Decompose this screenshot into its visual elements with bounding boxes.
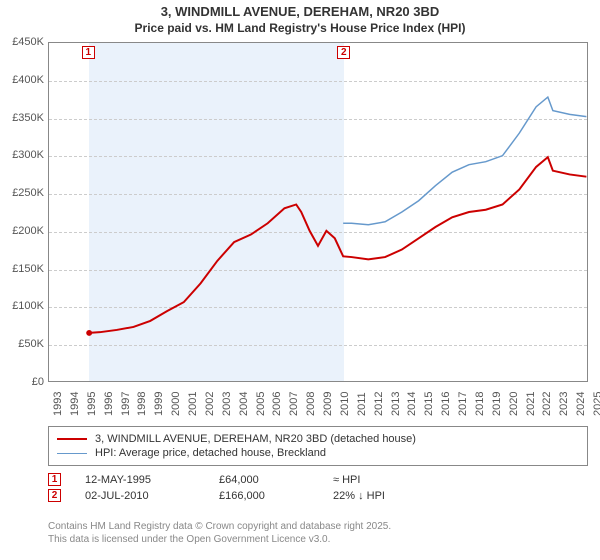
footer-line-1: Contains HM Land Registry data © Crown c… [48, 520, 391, 533]
x-tick-label: 2018 [474, 392, 486, 416]
footer: Contains HM Land Registry data © Crown c… [48, 520, 391, 546]
sales-table: 1 12-MAY-1995 £64,000 ≈ HPI 2 02-JUL-201… [48, 470, 423, 505]
title-line-2: Price paid vs. HM Land Registry's House … [0, 21, 600, 35]
x-tick-label: 1996 [103, 392, 115, 416]
title-block: 3, WINDMILL AVENUE, DEREHAM, NR20 3BD Pr… [0, 0, 600, 35]
y-tick-label: £250K [12, 187, 44, 199]
x-tick-label: 1994 [69, 392, 81, 416]
legend-label: HPI: Average price, detached house, Brec… [95, 447, 326, 459]
sale-marker-icon: 1 [48, 473, 61, 486]
sale-marker: 2 [337, 46, 350, 59]
sales-row: 2 02-JUL-2010 £166,000 22% ↓ HPI [48, 489, 423, 502]
legend-item: HPI: Average price, detached house, Brec… [57, 447, 579, 459]
x-tick-label: 2003 [221, 392, 233, 416]
y-tick-label: £100K [12, 300, 44, 312]
plot-area: 12 [48, 42, 588, 382]
title-line-1: 3, WINDMILL AVENUE, DEREHAM, NR20 3BD [0, 4, 600, 19]
y-tick-label: £300K [12, 149, 44, 161]
y-tick-label: £50K [18, 338, 44, 350]
sale-delta: 22% ↓ HPI [333, 490, 423, 502]
sale-marker-icon: 2 [48, 489, 61, 502]
x-tick-label: 2021 [525, 392, 537, 416]
sale-date: 02-JUL-2010 [85, 490, 195, 502]
sale-date: 12-MAY-1995 [85, 474, 195, 486]
x-tick-label: 2023 [558, 392, 570, 416]
x-tick-label: 2017 [457, 392, 469, 416]
x-tick-label: 1993 [52, 392, 64, 416]
x-tick-label: 2002 [204, 392, 216, 416]
legend-label: 3, WINDMILL AVENUE, DEREHAM, NR20 3BD (d… [95, 433, 416, 445]
y-tick-label: £400K [12, 74, 44, 86]
x-tick-label: 2007 [288, 392, 300, 416]
legend-swatch [57, 453, 87, 454]
x-tick-label: 2022 [541, 392, 553, 416]
chart-container: 3, WINDMILL AVENUE, DEREHAM, NR20 3BD Pr… [0, 0, 600, 560]
x-tick-label: 2015 [423, 392, 435, 416]
plot-svg [49, 43, 587, 381]
y-tick-label: £150K [12, 263, 44, 275]
x-tick-label: 2010 [339, 392, 351, 416]
x-tick-label: 2013 [390, 392, 402, 416]
y-tick-label: £0 [32, 376, 44, 388]
y-tick-label: £450K [12, 36, 44, 48]
start-dot [86, 330, 92, 336]
series-price_paid [89, 157, 586, 333]
x-tick-label: 2016 [440, 392, 452, 416]
x-tick-label: 2025 [592, 392, 600, 416]
sale-price: £64,000 [219, 474, 309, 486]
sale-price: £166,000 [219, 490, 309, 502]
sales-row: 1 12-MAY-1995 £64,000 ≈ HPI [48, 473, 423, 486]
x-tick-label: 1995 [86, 392, 98, 416]
x-tick-label: 2009 [322, 392, 334, 416]
legend: 3, WINDMILL AVENUE, DEREHAM, NR20 3BD (d… [48, 426, 588, 466]
x-tick-label: 2012 [373, 392, 385, 416]
x-tick-label: 2000 [170, 392, 182, 416]
x-tick-label: 2024 [575, 392, 587, 416]
x-tick-label: 2014 [406, 392, 418, 416]
footer-line-2: This data is licensed under the Open Gov… [48, 533, 391, 546]
x-tick-label: 2001 [187, 392, 199, 416]
y-tick-label: £200K [12, 225, 44, 237]
x-tick-label: 2020 [508, 392, 520, 416]
sale-delta: ≈ HPI [333, 474, 423, 486]
legend-swatch [57, 438, 87, 440]
x-tick-label: 2004 [238, 392, 250, 416]
x-tick-label: 1998 [136, 392, 148, 416]
x-tick-label: 2008 [305, 392, 317, 416]
sale-marker: 1 [82, 46, 95, 59]
x-tick-label: 2006 [271, 392, 283, 416]
y-tick-label: £350K [12, 112, 44, 124]
x-tick-label: 2011 [356, 392, 368, 416]
x-tick-label: 2019 [491, 392, 503, 416]
x-tick-label: 2005 [255, 392, 267, 416]
x-tick-label: 1997 [120, 392, 132, 416]
x-tick-label: 1999 [153, 392, 165, 416]
legend-item: 3, WINDMILL AVENUE, DEREHAM, NR20 3BD (d… [57, 433, 579, 445]
